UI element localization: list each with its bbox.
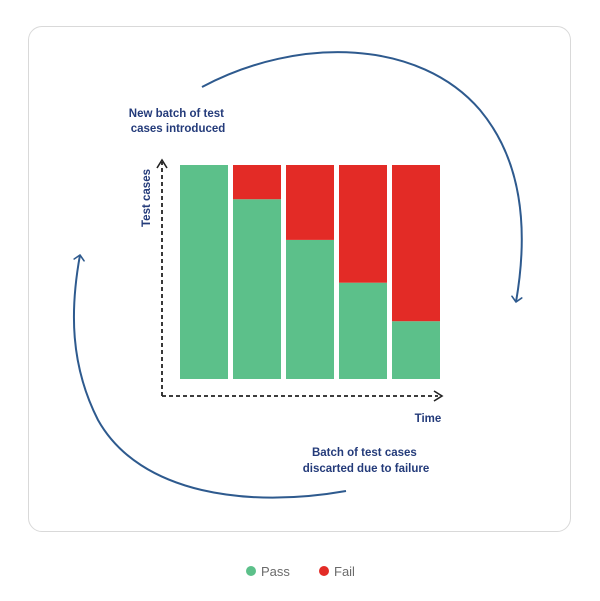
- cycle-arrow-top: [201, 51, 523, 303]
- x-axis-label: Time: [415, 413, 442, 425]
- bar-2-fail: [233, 165, 281, 200]
- annotation-bottom-line-2: discarted due to failure: [303, 463, 430, 475]
- bars-group: [180, 165, 440, 379]
- annotation-top-line-2: cases introduced: [131, 123, 226, 135]
- y-axis-label: Test cases: [141, 169, 153, 227]
- y-axis-arrowhead: [156, 158, 168, 169]
- legend: Pass Fail: [246, 564, 355, 579]
- annotation-top-line-1: New batch of test: [129, 108, 224, 120]
- annotation-bottom-line-1: Batch of test cases: [312, 447, 417, 459]
- bar-3-pass: [286, 239, 334, 379]
- bar-4-fail: [339, 165, 387, 283]
- bar-1-pass: [180, 165, 228, 379]
- bar-2-pass: [233, 199, 281, 379]
- legend-swatch-pass: [246, 566, 256, 576]
- x-axis-arrowhead: [433, 390, 444, 402]
- legend-label-fail: Fail: [334, 564, 355, 579]
- cycle-arrow-bottom: [72, 254, 347, 499]
- annotation-bottom: Batch of test cases discarted due to fai…: [303, 447, 430, 475]
- bar-3-fail: [286, 165, 334, 240]
- bar-5-pass: [392, 321, 440, 379]
- bar-5-fail: [392, 165, 440, 322]
- legend-label-pass: Pass: [261, 564, 290, 579]
- annotation-top: New batch of test cases introduced: [129, 108, 227, 135]
- bar-4-pass: [339, 282, 387, 379]
- legend-swatch-fail: [319, 566, 329, 576]
